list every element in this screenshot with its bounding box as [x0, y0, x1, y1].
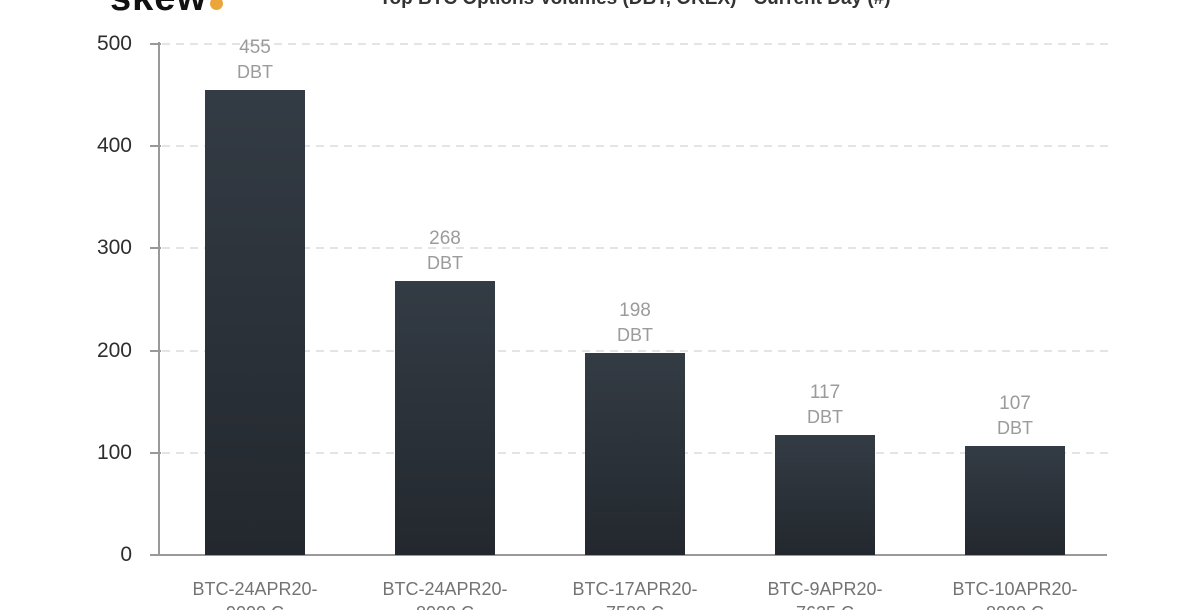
x-tick-label-2: BTC-24APR20- 8000 C — [350, 577, 540, 610]
x-tick-label-line: BTC-24APR20- — [192, 579, 318, 599]
x-tick-label-line: BTC-9APR20- — [767, 579, 883, 599]
x-tick-label-line: BTC-10APR20- — [952, 579, 1078, 599]
x-tick-label-line: 7500 C — [540, 601, 730, 610]
bar-value-label-3: 198 DBT — [540, 299, 730, 347]
y-tick-mark-500 — [150, 43, 161, 45]
grid-line-400 — [162, 145, 1110, 148]
bar-unit: DBT — [617, 324, 653, 345]
y-tick-mark-0 — [150, 554, 161, 556]
x-tick-label-line: 7625 C — [730, 601, 920, 610]
y-tick-mark-100 — [150, 451, 161, 454]
bar-1[interactable] — [205, 89, 305, 555]
x-tick-label-5: BTC-10APR20- 8000 C — [920, 577, 1110, 610]
bar-value: 268 — [429, 228, 461, 250]
chart-title: Top BTC Options Volumes (DBT, OKEX) - Cu… — [160, 0, 1110, 11]
x-tick-label-line: BTC-17APR20- — [572, 579, 698, 599]
grid-line-500 — [162, 43, 1110, 45]
x-tick-label-3: BTC-17APR20- 7500 C — [540, 577, 730, 610]
bar-value: 455 — [239, 36, 271, 58]
x-tick-label-line: 8000 C — [350, 601, 540, 610]
x-tick-label-line: BTC-24APR20- — [382, 579, 508, 599]
y-tick-label-500: 500 — [96, 32, 132, 55]
bar-value: 117 — [809, 382, 841, 404]
bar-unit: DBT — [427, 253, 463, 274]
bar-3[interactable] — [585, 352, 685, 555]
bar-unit: DBT — [237, 61, 273, 82]
x-tick-label-line: 8000 C — [920, 601, 1110, 610]
grid-line-300 — [162, 247, 1110, 250]
y-axis-line — [158, 42, 160, 556]
y-tick-label-400: 400 — [96, 134, 132, 158]
y-tick-mark-200 — [150, 349, 161, 352]
grid-line-200 — [162, 349, 1110, 352]
bar-value-label-5: 107 DBT — [920, 392, 1110, 440]
y-tick-label-300: 300 — [96, 236, 132, 260]
x-tick-label-line: 9000 C — [160, 601, 350, 610]
bar-2[interactable] — [395, 281, 495, 555]
bar-5[interactable] — [965, 445, 1065, 555]
skew-logo-text: skew — [110, 0, 207, 19]
bar-value: 198 — [619, 299, 651, 321]
y-tick-mark-300 — [150, 247, 161, 250]
bar-value-label-4: 117 DBT — [730, 381, 920, 429]
bar-4[interactable] — [775, 435, 875, 555]
y-tick-label-100: 100 — [96, 440, 132, 464]
bar-value-label-2: 268 DBT — [350, 227, 540, 275]
y-tick-mark-400 — [150, 145, 161, 148]
x-axis-line — [159, 554, 1107, 556]
bar-unit: DBT — [807, 407, 843, 428]
x-tick-label-1: BTC-24APR20- 9000 C — [160, 577, 350, 610]
bar-value: 107 — [999, 392, 1031, 414]
bar-value-label-1: 455 DBT — [160, 36, 350, 84]
x-tick-label-4: BTC-9APR20- 7625 C — [730, 577, 920, 610]
y-tick-label-200: 200 — [96, 338, 132, 362]
y-tick-label-0: 0 — [120, 543, 132, 566]
skew-logo-dot-icon — [209, 0, 223, 10]
skew-logo[interactable]: skew — [110, 0, 223, 17]
bar-unit: DBT — [997, 417, 1033, 438]
